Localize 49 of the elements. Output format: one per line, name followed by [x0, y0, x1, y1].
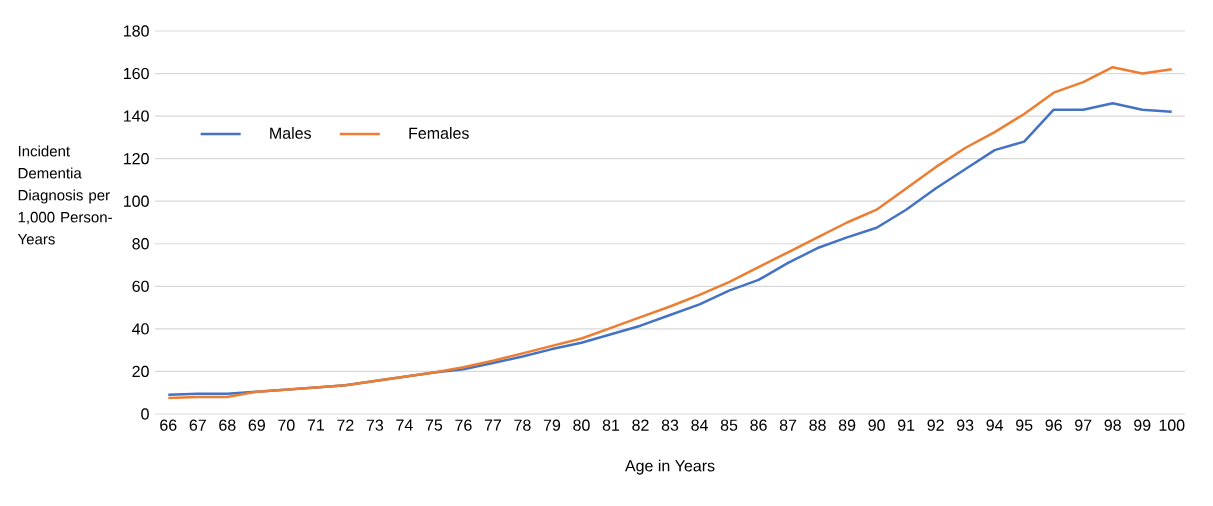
x-tick-label: 98: [1104, 419, 1121, 431]
x-axis-title: Age in Years: [624, 459, 715, 475]
x-tick-label: 66: [160, 419, 177, 431]
x-tick-label: 82: [632, 419, 649, 431]
x-tick-label: 69: [248, 419, 265, 431]
y-tick-label: 180: [124, 25, 149, 37]
legend-label: Males: [270, 127, 311, 139]
x-tick-label: 99: [1134, 419, 1151, 431]
y-tick-label: 40: [132, 323, 149, 335]
x-tick-label: 97: [1075, 419, 1092, 431]
x-tick-label: 72: [337, 419, 354, 431]
x-tick-label: 95: [1016, 419, 1033, 431]
x-tick-label: 73: [366, 419, 384, 431]
y-tick-label: 0: [141, 408, 149, 420]
y-tick-label: 20: [132, 365, 149, 378]
x-tick-label: 96: [1045, 419, 1062, 431]
x-tick-label: 83: [661, 419, 679, 431]
x-tick-label: 81: [602, 419, 620, 431]
y-tick-label: 160: [124, 67, 149, 80]
x-tick-label: 93: [957, 419, 974, 431]
x-tick-label: 86: [750, 419, 767, 431]
x-tick-label: 77: [484, 419, 502, 431]
x-tick-label: 85: [720, 419, 738, 431]
x-tick-label: 90: [868, 419, 885, 431]
x-tick-label: 67: [189, 419, 206, 431]
y-tick-label: 80: [132, 238, 149, 250]
x-tick-label: 80: [573, 419, 590, 431]
x-tick-label: 79: [543, 419, 561, 431]
x-tick-label: 88: [809, 419, 826, 431]
x-tick-label: 78: [514, 419, 531, 431]
x-tick-label: 76: [455, 419, 472, 431]
legend-label: Females: [409, 127, 469, 139]
y-tick-label: 100: [124, 195, 149, 207]
x-tick-label: 91: [897, 419, 915, 431]
x-tick-label: 100: [1159, 419, 1185, 431]
y-axis-title: Incident Dementia Diagnosis per 1,000 Person-Years: [17, 145, 112, 245]
x-tick-label: 74: [396, 419, 413, 431]
x-tick-label: 89: [838, 419, 856, 431]
x-tick-label: 87: [779, 419, 797, 431]
x-tick-label: 84: [691, 419, 708, 431]
y-tick-label: 60: [132, 280, 149, 292]
x-tick-label: 92: [927, 419, 944, 431]
x-tick-label: 71: [307, 419, 324, 431]
y-tick-label: 120: [124, 153, 149, 165]
x-tick-label: 70: [278, 419, 295, 431]
x-tick-label: 94: [986, 419, 1004, 431]
x-tick-label: 75: [425, 419, 443, 431]
x-tick-label: 68: [219, 419, 236, 431]
y-tick-label: 140: [124, 110, 149, 122]
